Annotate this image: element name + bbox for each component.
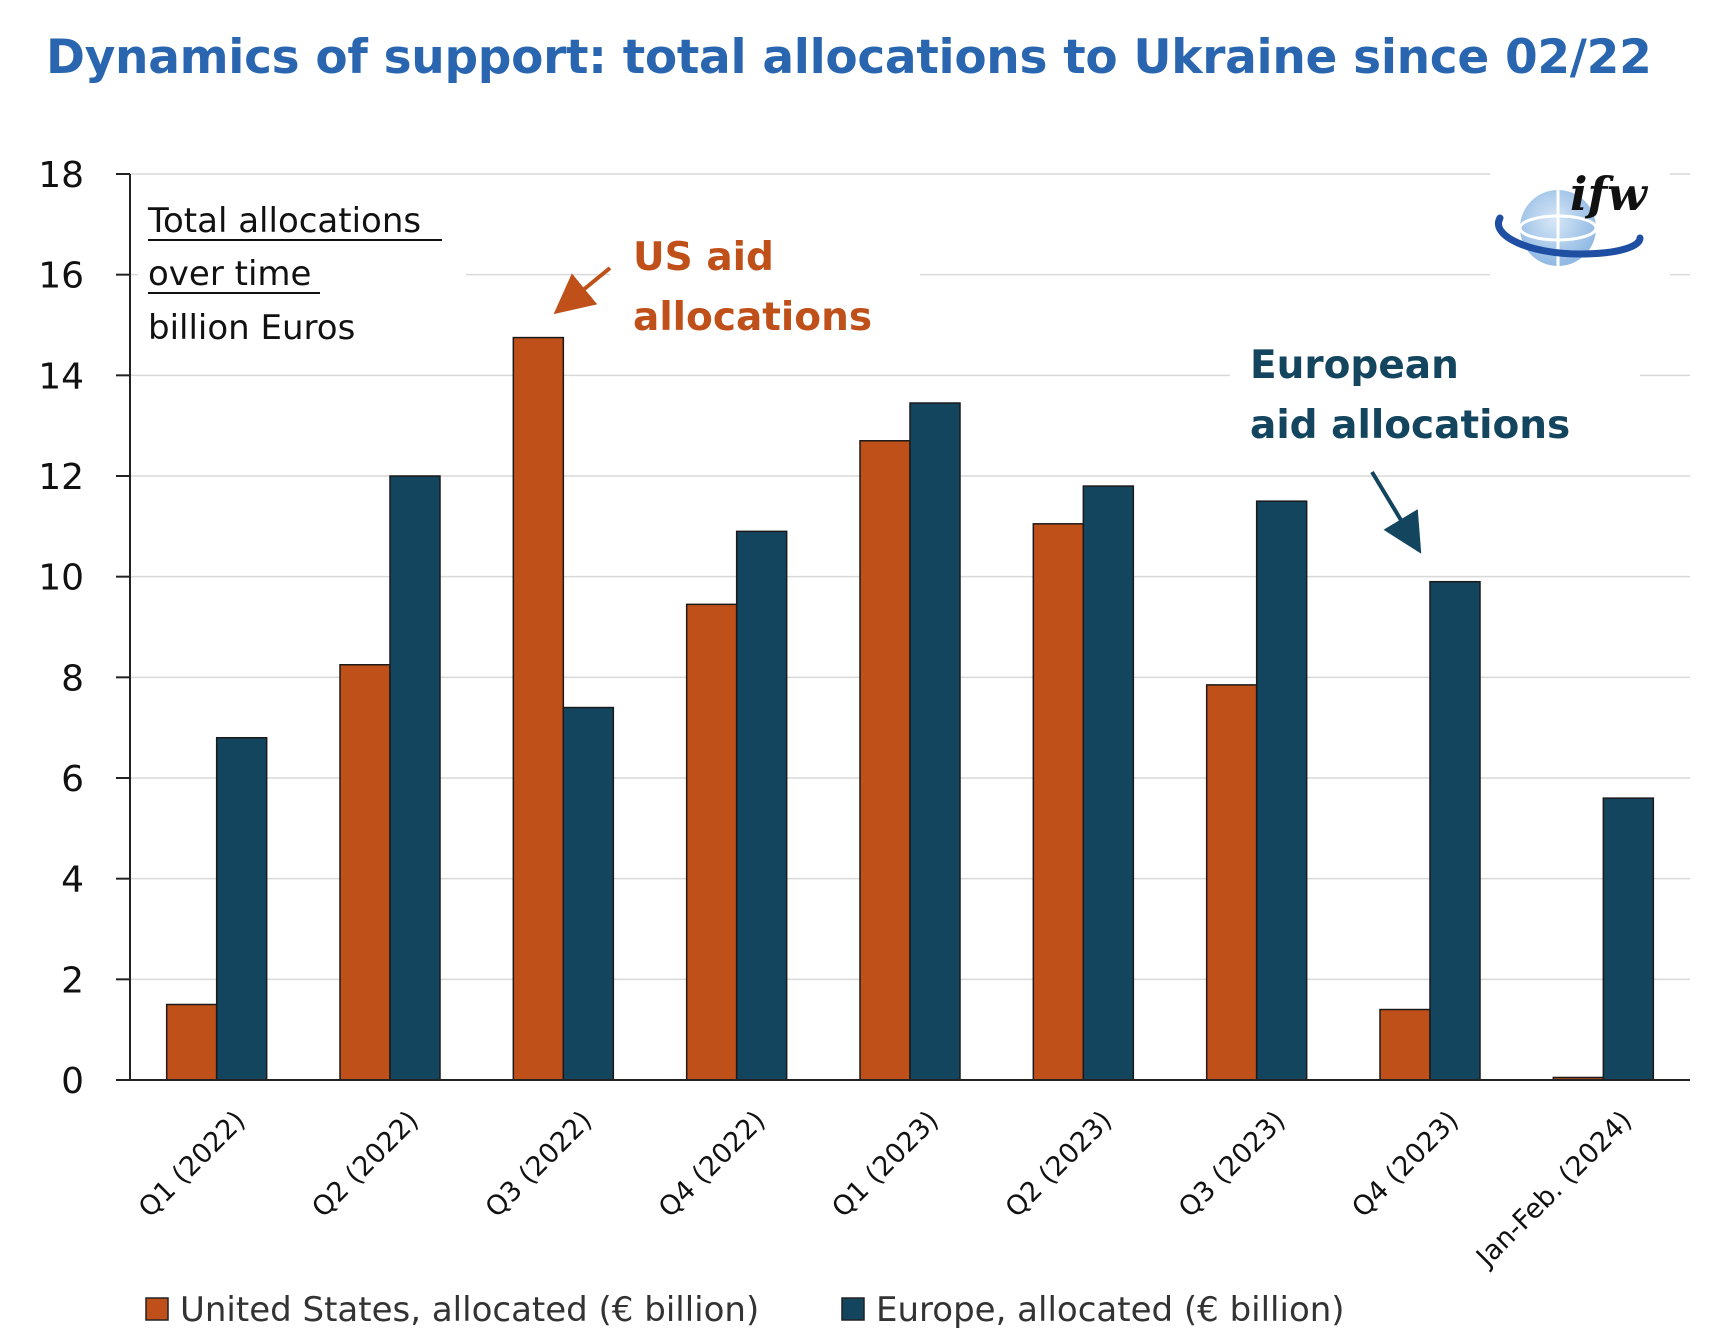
- x-category-label: Q4 (2022): [653, 1105, 772, 1224]
- bar-us: [339, 664, 391, 1081]
- logo-text: ifw: [1570, 167, 1648, 221]
- bar-europe: [389, 475, 441, 1081]
- axes: [116, 173, 1690, 1081]
- y-tick-label: 12: [38, 457, 84, 498]
- x-category-label: Q3 (2022): [480, 1105, 599, 1224]
- bar-us: [685, 603, 738, 1081]
- bar-europe: [215, 736, 268, 1081]
- chart-title: Dynamics of support: total allocations t…: [46, 30, 1652, 85]
- subtitle-line-3: billion Euros: [148, 308, 355, 348]
- bar-europe: [735, 530, 788, 1081]
- bar-europe: [1602, 797, 1655, 1081]
- y-tick-label: 2: [61, 960, 84, 1001]
- y-tick-label: 4: [61, 860, 84, 901]
- y-tick-label: 0: [61, 1061, 84, 1102]
- legend: United States, allocated (€ billion) Eur…: [145, 1290, 1345, 1330]
- x-category-label: Q1 (2022): [133, 1105, 252, 1224]
- y-tick-labels: 0 2 4 6 8 10 12 14 16 18: [38, 155, 84, 1102]
- subtitle-line-1: Total allocations: [147, 201, 421, 241]
- bar-europe: [1082, 485, 1135, 1081]
- legend-label-europe: Europe, allocated (€ billion): [876, 1290, 1345, 1330]
- bar-us: [1032, 523, 1085, 1081]
- us-annotation-line-1: US aid: [633, 235, 774, 280]
- y-tick-label: 6: [61, 759, 84, 800]
- x-category-label: Q4 (2023): [1346, 1105, 1465, 1224]
- x-category-label: Q2 (2023): [1000, 1105, 1119, 1224]
- eu-annotation-line-1: European: [1250, 343, 1459, 388]
- y-tick-label: 16: [38, 256, 84, 297]
- bar-us: [859, 440, 911, 1081]
- us-annotation-background: [610, 226, 920, 358]
- x-category-label: Q2 (2022): [306, 1105, 425, 1224]
- eu-annotation-arrow: [1370, 470, 1422, 554]
- x-category-labels: Q1 (2022) Q2 (2022) Q3 (2022) Q4 (2022) Q1 (…: [133, 1105, 1638, 1274]
- us-annotation-line-2: allocations: [633, 295, 872, 340]
- bar-us: [1205, 684, 1258, 1081]
- legend-swatch-europe: [841, 1297, 865, 1321]
- x-category-label: Q3 (2023): [1173, 1105, 1292, 1224]
- bars: [165, 336, 1655, 1081]
- subtitle-line-2: over time: [148, 254, 311, 294]
- globe-icon: [1495, 190, 1644, 266]
- y-tick-label: 10: [38, 558, 84, 599]
- x-category-label: Jan-Feb. (2024): [1469, 1105, 1638, 1274]
- legend-label-us: United States, allocated (€ billion): [180, 1290, 759, 1330]
- eu-annotation-background: [1230, 332, 1640, 464]
- bar-europe: [1255, 500, 1308, 1081]
- bar-europe: [1429, 580, 1481, 1081]
- y-tick-label: 8: [61, 658, 84, 699]
- y-tick-label: 18: [38, 155, 84, 196]
- legend-swatch-us: [145, 1297, 169, 1321]
- subtitle-background: [138, 188, 466, 358]
- y-tick-label: 14: [38, 356, 84, 397]
- bar-europe: [562, 706, 615, 1081]
- eu-annotation-line-2: aid allocations: [1250, 403, 1570, 448]
- bar-us: [512, 336, 565, 1081]
- ifw-logo: ifw: [1490, 166, 1670, 276]
- bar-europe: [909, 402, 961, 1081]
- x-category-label: Q1 (2023): [826, 1105, 945, 1224]
- bar-us: [1379, 1008, 1431, 1081]
- bar-us: [165, 1003, 218, 1081]
- us-annotation-arrow: [553, 266, 612, 315]
